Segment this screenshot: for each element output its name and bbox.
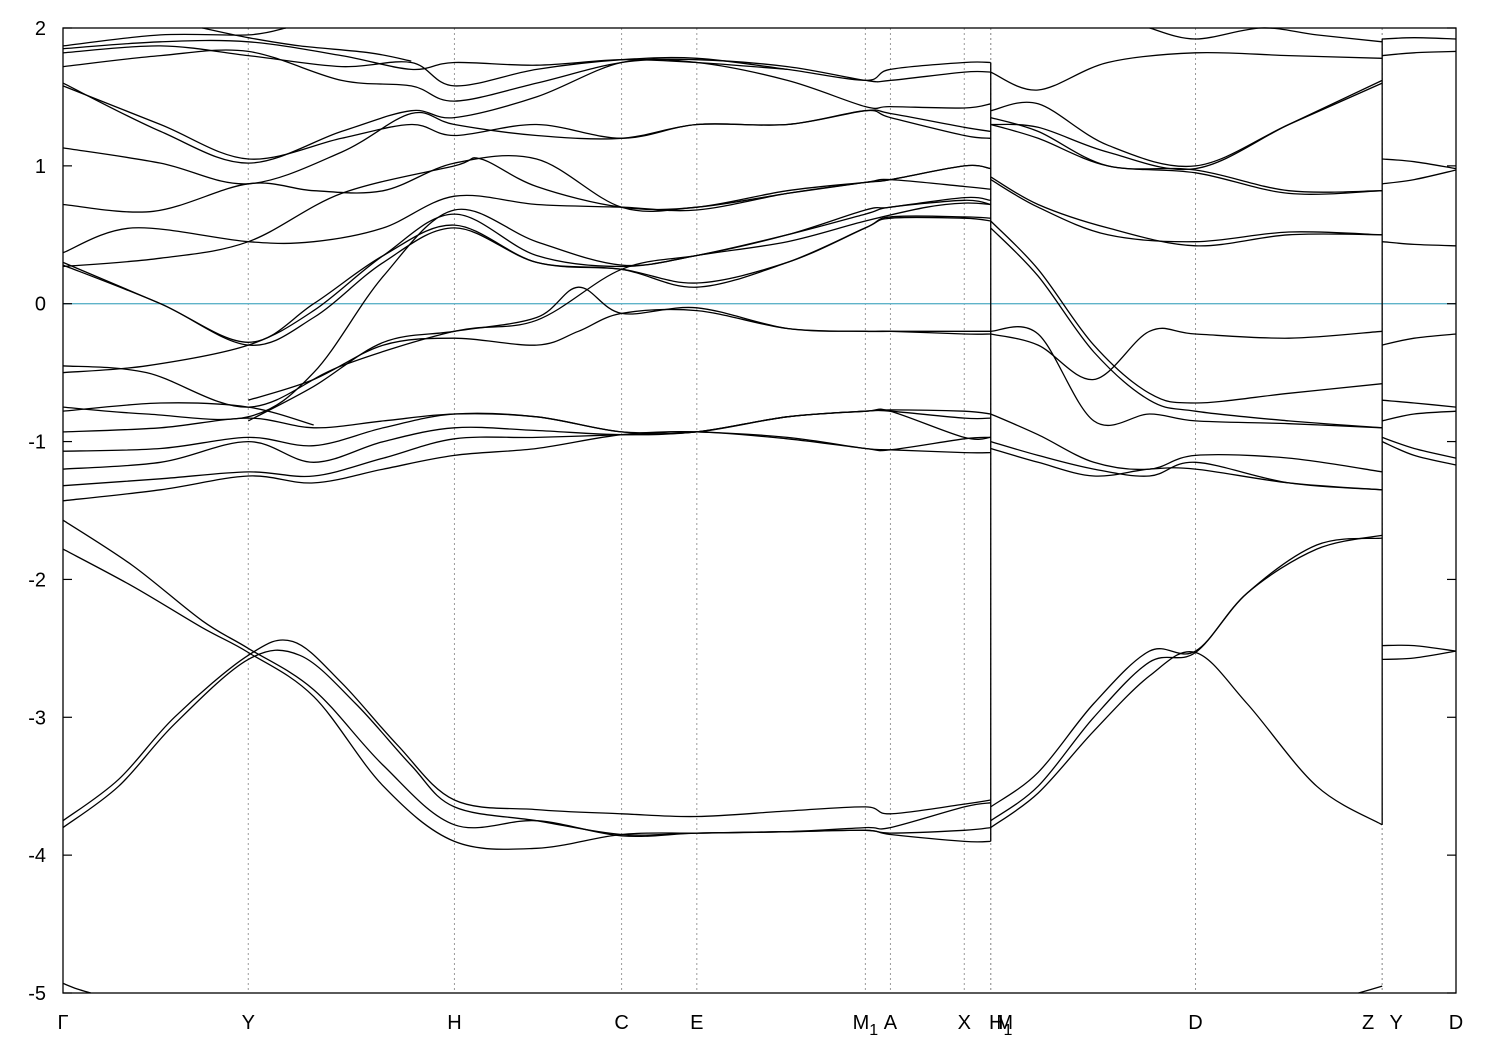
y-tick-label-5: -3 [28, 707, 46, 729]
band-14 [62, 402, 314, 426]
plot-frame [62, 27, 1457, 994]
band-23 [62, 157, 991, 268]
band-1 [62, 649, 991, 836]
band-11 [62, 409, 991, 470]
band-15 [62, 202, 991, 408]
band-49 [1382, 50, 1457, 57]
band-9 [62, 430, 991, 502]
y-tick-label-1: 1 [35, 156, 46, 178]
x-axis-kpoint-labels: Γ Y H C E M1 A X H1M D Z Y D [57, 1012, 1463, 1039]
band-44 [990, 51, 1383, 91]
band-42 [990, 79, 1383, 171]
band-6 [990, 537, 1383, 808]
band-4 [990, 534, 1383, 822]
kpoint-label-5: M1 [853, 1012, 879, 1039]
y-tick-label-2: 0 [35, 294, 46, 316]
band-32 [202, 27, 412, 62]
band-29 [62, 45, 991, 87]
band-59 [1358, 985, 1383, 994]
band-53 [1382, 333, 1457, 346]
kpoint-label-2: H [447, 1012, 461, 1034]
band-35 [990, 227, 1383, 429]
band-7 [1382, 644, 1457, 652]
kpoint-label-11: Z [1362, 1012, 1374, 1034]
kpoint-label-9: M [996, 1012, 1013, 1034]
band-28 [62, 49, 991, 102]
y-axis-ticks: 2 1 0 -1 -2 -3 -4 -5 [28, 18, 1456, 1005]
kpoint-label-13: D [1449, 1012, 1463, 1034]
band-43 [990, 82, 1383, 168]
band-10 [62, 409, 991, 487]
y-tick-label-6: -4 [28, 845, 46, 867]
band-38 [990, 327, 1383, 381]
band-34 [990, 176, 1383, 247]
band-13 [62, 413, 991, 452]
band-8 [1382, 650, 1457, 661]
band-47 [1149, 27, 1383, 43]
y-tick-label-3: -1 [28, 432, 46, 454]
kpoint-label-12: Y [1389, 1012, 1402, 1034]
kpoint-label-6: A [884, 1012, 898, 1034]
band-46 [990, 116, 1383, 193]
band-5 [990, 651, 1383, 829]
band-0 [62, 639, 991, 822]
band-52 [1382, 241, 1457, 247]
band-50 [1382, 158, 1457, 170]
band-21 [247, 286, 991, 422]
band-41 [990, 447, 1383, 491]
kpoint-label-1: Y [242, 1012, 255, 1034]
band-2 [62, 519, 991, 838]
segment-discontinuities [990, 39, 1383, 842]
band-30 [62, 39, 788, 71]
band-17 [62, 215, 991, 343]
band-22 [62, 178, 991, 254]
band-48 [1382, 37, 1457, 40]
kpoint-label-10: D [1188, 1012, 1202, 1034]
band-26 [62, 85, 991, 160]
band-55 [1382, 410, 1457, 422]
band-19 [62, 196, 991, 421]
band-58 [62, 982, 92, 994]
band-45 [990, 123, 1383, 195]
band-36 [990, 220, 1383, 404]
band-lines [62, 27, 1457, 994]
band-3 [62, 548, 991, 850]
kpoint-label-7: X [958, 1012, 971, 1034]
band-54 [1382, 399, 1457, 408]
kpoint-label-3: C [614, 1012, 628, 1034]
kpoint-label-4: E [690, 1012, 703, 1034]
y-tick-label-0: 2 [35, 18, 46, 40]
band-25 [62, 109, 991, 185]
y-tick-label-4: -2 [28, 569, 46, 591]
band-37 [990, 326, 1383, 429]
band-56 [1381, 436, 1457, 459]
band-57 [1381, 441, 1457, 466]
kpoint-label-0: Γ [57, 1012, 68, 1034]
band-18 [62, 199, 991, 374]
band-33 [990, 179, 1383, 243]
y-tick-label-7: -5 [28, 983, 46, 1005]
band-31 [62, 27, 287, 47]
band-27 [62, 58, 991, 164]
band-51 [1382, 169, 1457, 185]
